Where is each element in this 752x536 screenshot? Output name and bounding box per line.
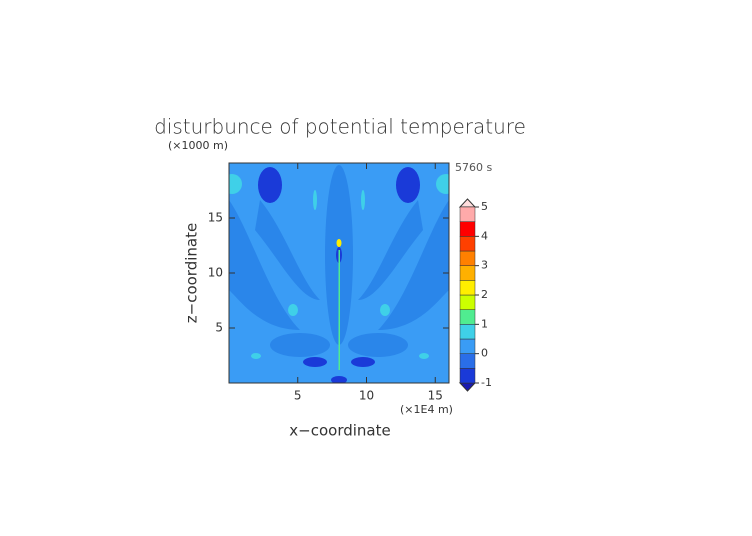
colorbar-tick-label: 1 — [481, 317, 488, 330]
time-label: 5760 s — [455, 161, 492, 174]
colorbar-band — [459, 236, 476, 252]
colorbar-band — [459, 206, 476, 222]
y-axis-label: z−coordinate — [183, 223, 201, 323]
colorbar-band — [459, 353, 476, 369]
colorbar-band — [459, 368, 476, 384]
x-axis-label: x−coordinate — [289, 422, 390, 440]
y-tick-label: 10 — [208, 266, 223, 280]
colorbar-band — [459, 280, 476, 296]
colorbar-band — [459, 294, 476, 310]
y-unit: (×1000 m) — [168, 139, 228, 152]
colorbar-tick-label: 0 — [481, 347, 488, 360]
colorbar-top-arrow — [458, 198, 477, 208]
colorbar-band — [459, 265, 476, 281]
chart-title: disturbunce of potential temperature — [154, 115, 526, 139]
colorbar-tick-label: 4 — [481, 229, 488, 242]
colorbar-tick-label: 3 — [481, 259, 488, 272]
x-tick-label: 5 — [294, 389, 302, 403]
colorbar-tick-label: 5 — [481, 200, 488, 213]
y-tick-label: 5 — [215, 321, 223, 335]
contour-field — [229, 163, 449, 383]
colorbar-band — [459, 221, 476, 237]
x-unit: (×1E4 m) — [400, 403, 453, 416]
colorbar-bottom-arrow — [458, 382, 477, 392]
colorbar-tick-label: 2 — [481, 288, 488, 301]
y-tick-label: 15 — [208, 211, 223, 225]
colorbar-band — [459, 324, 476, 340]
colorbar-tick-label: -1 — [481, 376, 492, 389]
colorbar-band — [459, 250, 476, 266]
colorbar-band — [459, 338, 476, 354]
x-tick-label: 15 — [428, 389, 443, 403]
colorbar-band — [459, 309, 476, 325]
x-tick-label: 10 — [359, 389, 374, 403]
